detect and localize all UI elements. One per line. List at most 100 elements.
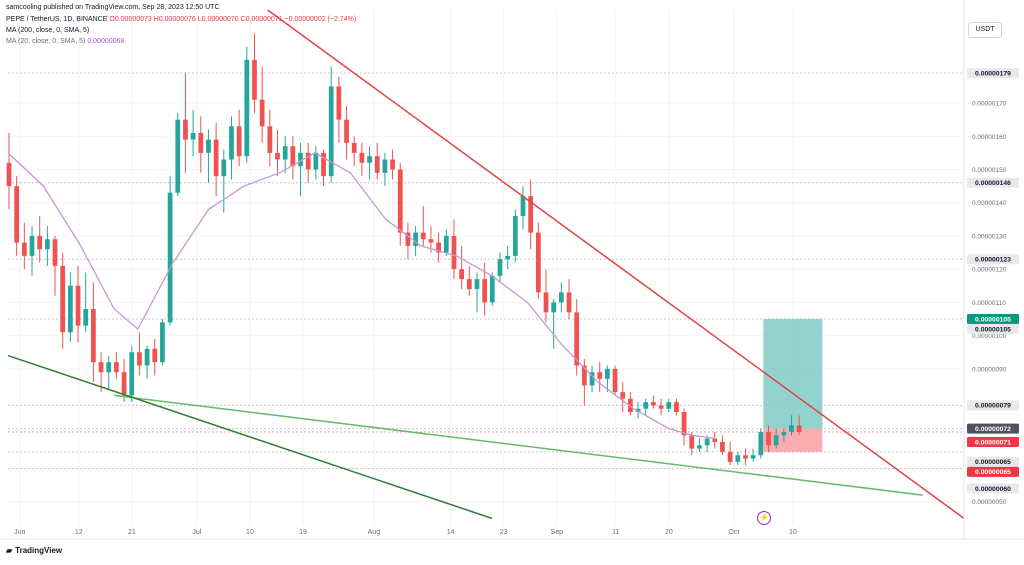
x-tick-label: 20 [665,529,673,536]
publisher-line: samcooling published on TradingView.com,… [6,4,220,11]
x-tick-label: 12 [75,529,83,536]
price-tag-label: 0.00000146 [975,180,1011,187]
candle-body [374,156,380,173]
candle-body [390,159,395,170]
x-tick-label: 21 [128,529,136,536]
candle-body [766,431,771,446]
ma20-label: MA (20, close, 0, SMA, 5) [6,38,86,45]
trendline-resistance[interactable] [267,9,965,519]
candle-body [129,352,135,396]
candle-body [183,119,188,140]
candle-body [750,455,756,459]
price-tag-label: 0.00000060 [975,486,1011,493]
price-tag-label: 0.00000105 [975,326,1011,333]
y-tick-label: 0.00000150 [972,167,1007,174]
y-tick-label: 0.00000100 [972,333,1007,340]
candle-body [206,139,211,153]
candle-body [643,402,649,409]
lightning-icon[interactable]: ⚡ [757,511,771,525]
long-position-tool[interactable] [763,319,823,452]
target-zone[interactable] [763,319,823,429]
candle-body [605,368,610,379]
price-tag-box [967,314,1019,324]
price-tag-label: 0.00000071 [975,439,1011,446]
candle-body [597,372,603,379]
candle-body [236,126,242,157]
price-tag-label: 0.00000072 [975,426,1011,433]
candle-body [712,438,718,442]
candle-body [574,312,580,366]
ma200-legend[interactable]: MA (200, close, 0, SMA, 5) [6,27,90,34]
candle-body [451,235,457,270]
candle-body [666,402,672,409]
candle-body [428,239,434,243]
candle-body [282,146,288,160]
ma20-legend[interactable]: MA (20, close, 0, SMA, 5) 0.00000068 [6,38,124,45]
symbol-line: PEPE / TetherUS, 1D, BINANCE O0.00000073… [6,16,356,23]
candle-body [305,152,311,170]
candle-body [489,275,495,303]
candle-body [620,392,626,399]
candle-body [37,235,43,250]
candle-body [114,362,119,373]
candle-body [144,348,150,366]
x-tick-label: 23 [500,529,508,536]
candle-body [459,269,465,280]
price-tag-label: 0.00000065 [975,469,1011,476]
candle-body [367,156,372,163]
candle-body [190,132,196,140]
ohlc-values: O0.00000073 H0.00000076 L0.00000070 C0.0… [109,16,357,23]
candle-body [259,99,265,127]
candle-body [420,232,426,240]
candle-body [67,285,73,333]
trendline-support-upper[interactable] [114,394,923,496]
candle-body [789,425,794,432]
brand-label: TradingView [15,546,63,555]
price-tag-box [967,254,1019,265]
candle-body [681,412,687,436]
candle-body [689,435,695,449]
candle-body [267,126,273,153]
y-tick-label: 0.00000120 [972,267,1007,274]
price-tag-box [967,436,1019,447]
candle-body [520,196,526,216]
candle-body [735,455,741,462]
candle-body [773,435,779,446]
x-tick-label: 10 [246,529,254,536]
x-tick-label: Aug [368,529,381,536]
candle-body [91,309,96,363]
candle-body [229,126,234,160]
stop-zone[interactable] [763,428,823,452]
price-tag-box [967,483,1019,494]
price-tag-box [967,466,1019,477]
price-tag-box [967,324,1019,334]
candle-body [106,362,112,373]
price-tags: 0.00000179 0.00000146 0.00000123 0.00000105… [967,68,1019,494]
candle-body [175,119,181,193]
trendline-support-lower[interactable] [7,354,493,520]
trendlines[interactable] [7,9,965,520]
symbol-title[interactable]: PEPE / TetherUS, 1D, BINANCE [6,16,108,23]
candle-body [558,292,564,303]
candle-body [6,162,12,187]
candle-body [535,232,541,293]
currency-button[interactable]: USDT [968,22,1002,38]
candle-body [152,348,158,363]
candle-body [758,431,764,456]
candle-body [704,438,710,446]
y-tick-label: 0.00000110 [972,300,1006,307]
brand[interactable]: ▰ TradingView [6,546,62,555]
candle-body [635,408,641,413]
x-tick-label: 19 [299,529,307,536]
candle-body [75,285,81,326]
candle-body [482,279,488,303]
candle-body [167,192,173,323]
price-tag-box [967,456,1019,467]
candle-body [781,431,787,436]
candle-body [275,152,280,160]
candle-body [198,132,204,153]
candle-body [474,279,480,290]
candle-body [252,59,257,100]
candle-body [359,152,365,163]
